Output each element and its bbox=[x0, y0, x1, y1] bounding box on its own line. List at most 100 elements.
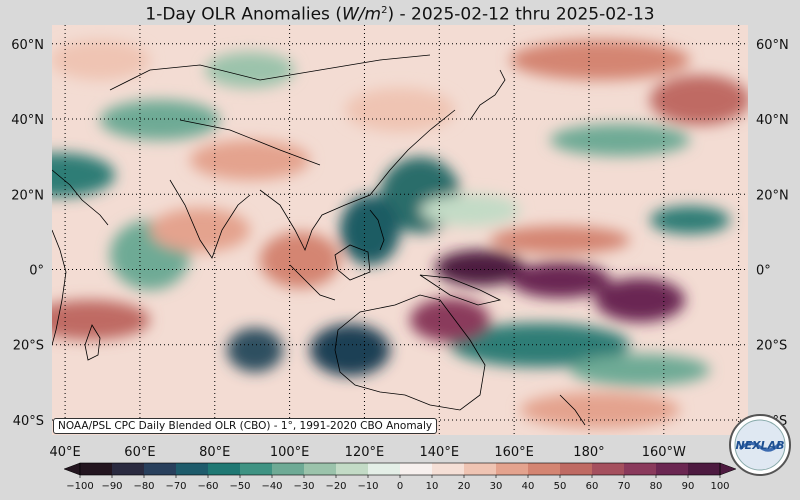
lon-label: 180° bbox=[573, 445, 604, 460]
australia-coast bbox=[334, 294, 486, 411]
lat-label: 20°N bbox=[11, 188, 44, 203]
colorbar-segment bbox=[496, 463, 529, 475]
borneo-coast bbox=[334, 244, 371, 281]
lat-label: 20°S bbox=[13, 339, 44, 354]
lon-label: 120°E bbox=[345, 445, 385, 460]
lon-label: 140°E bbox=[420, 445, 460, 460]
colorbar-segment bbox=[112, 463, 145, 475]
lon-label: 160°W bbox=[642, 445, 686, 460]
colorbar-tick-label: 90 bbox=[682, 481, 695, 492]
africa-coast bbox=[52, 229, 67, 346]
colorbar-segment bbox=[144, 463, 177, 475]
colorbar-tick-label: −70 bbox=[165, 481, 186, 492]
lat-label: 60°N bbox=[756, 38, 789, 53]
nexlab-logo: NEXLAB bbox=[729, 414, 791, 476]
anomaly-blob bbox=[570, 354, 710, 386]
colorbar-tick-label: 10 bbox=[426, 481, 439, 492]
colorbar-tick-label: −60 bbox=[197, 481, 218, 492]
anomaly-blob bbox=[345, 88, 455, 132]
anomaly-blob bbox=[550, 124, 690, 156]
anomaly-blob bbox=[595, 278, 685, 322]
lat-label: 40°S bbox=[13, 414, 44, 429]
colorbar-segment bbox=[592, 463, 625, 475]
philippines-coast bbox=[369, 209, 385, 251]
colorbar: −100 −90 −80 −70 −60 −50 −40 −30 −20 −10 0 10 20 30 40… bbox=[63, 462, 737, 492]
colorbar-tick-label: −20 bbox=[325, 481, 346, 492]
colorbar-segment bbox=[528, 463, 561, 475]
colorbar-segment bbox=[432, 463, 465, 475]
lat-label: 20°S bbox=[756, 339, 787, 354]
anomaly-blob bbox=[510, 262, 610, 298]
colorbar-segment bbox=[368, 463, 401, 475]
lat-label: 20°N bbox=[756, 188, 789, 203]
anomaly-field bbox=[52, 40, 748, 428]
anomaly-blob bbox=[100, 100, 220, 140]
colorbar-tick-label: −40 bbox=[261, 481, 282, 492]
colorbar-segment bbox=[208, 463, 241, 475]
data-source-note: NOAA/PSL CPC Daily Blended OLR (CBO) - 1… bbox=[53, 418, 438, 434]
se-asia-coast bbox=[259, 109, 456, 252]
anomaly-blob bbox=[52, 300, 150, 340]
anomaly-blob bbox=[410, 298, 490, 342]
anomaly-blob bbox=[52, 40, 150, 80]
new-zealand-coast bbox=[559, 394, 586, 426]
lon-labels: 40°E 60°E 80°E 100°E 120°E 140°E 160°E 180° 160°… bbox=[49, 445, 746, 460]
colorbar-tick-label: 50 bbox=[554, 481, 567, 492]
anomaly-blob bbox=[310, 324, 390, 376]
colorbar-segment bbox=[624, 463, 657, 475]
colorbar-segment bbox=[240, 463, 273, 475]
colorbar-tick-label: 100 bbox=[710, 481, 729, 492]
lon-label: 160°E bbox=[494, 445, 534, 460]
lon-label: 80°E bbox=[199, 445, 230, 460]
colorbar-segment bbox=[464, 463, 497, 475]
colorbar-tick-label: −90 bbox=[101, 481, 122, 492]
lon-label: 100°E bbox=[270, 445, 310, 460]
colorbar-segment bbox=[688, 463, 721, 475]
colorbar-tick-label: 80 bbox=[650, 481, 663, 492]
colorbar-extend-low bbox=[63, 462, 81, 476]
anomaly-blob bbox=[650, 206, 730, 234]
lon-label: 40°E bbox=[49, 445, 80, 460]
colorbar-tick-label: 40 bbox=[522, 481, 535, 492]
anomaly-blob bbox=[435, 250, 525, 286]
lat-label: 40°N bbox=[756, 113, 789, 128]
colorbar-segment bbox=[400, 463, 433, 475]
anomaly-blob bbox=[52, 153, 115, 197]
anomaly-blob bbox=[490, 226, 630, 254]
logo-text: NEXLAB bbox=[735, 439, 784, 452]
colorbar-tick-label: 0 bbox=[397, 481, 403, 492]
anomaly-blob bbox=[510, 40, 690, 80]
asia-borders-2 bbox=[179, 119, 321, 166]
lon-label: 60°E bbox=[124, 445, 155, 460]
anomaly-blob bbox=[520, 392, 680, 428]
lat-label: 0° bbox=[756, 263, 771, 278]
india-coast bbox=[169, 179, 251, 259]
colorbar-tick-label: 60 bbox=[586, 481, 599, 492]
colorbar-segment bbox=[336, 463, 369, 475]
madagascar-coast bbox=[84, 324, 101, 361]
arabia-coast bbox=[52, 169, 109, 226]
anomaly-blob bbox=[205, 52, 295, 88]
lat-label: 60°N bbox=[11, 38, 44, 53]
lat-labels-right: 60°N40°N20°N0°20°S40°S bbox=[756, 38, 789, 429]
colorbar-segment bbox=[560, 463, 593, 475]
colorbar-segment bbox=[272, 463, 305, 475]
lat-labels-left: 60°N 40°N 20°N 0° 20°S 40°S bbox=[11, 38, 44, 429]
colorbar-segment bbox=[176, 463, 209, 475]
colorbar-tick-label: −80 bbox=[133, 481, 154, 492]
anomaly-blob bbox=[190, 140, 310, 180]
lat-label: 0° bbox=[29, 263, 44, 278]
sumatra-coast bbox=[289, 264, 336, 301]
anomaly-blob bbox=[260, 232, 340, 288]
colorbar-segment bbox=[304, 463, 337, 475]
anomaly-blob bbox=[227, 328, 283, 372]
asia-borders bbox=[109, 54, 431, 91]
colorbar-tick-label: 70 bbox=[618, 481, 631, 492]
new-guinea-coast bbox=[419, 274, 502, 306]
colorbar-tick-label: −100 bbox=[66, 481, 93, 492]
colorbar-tick-label: −10 bbox=[357, 481, 378, 492]
coastlines bbox=[52, 54, 586, 426]
colorbar-tick-label: 30 bbox=[490, 481, 503, 492]
colorbar-segment bbox=[656, 463, 689, 475]
